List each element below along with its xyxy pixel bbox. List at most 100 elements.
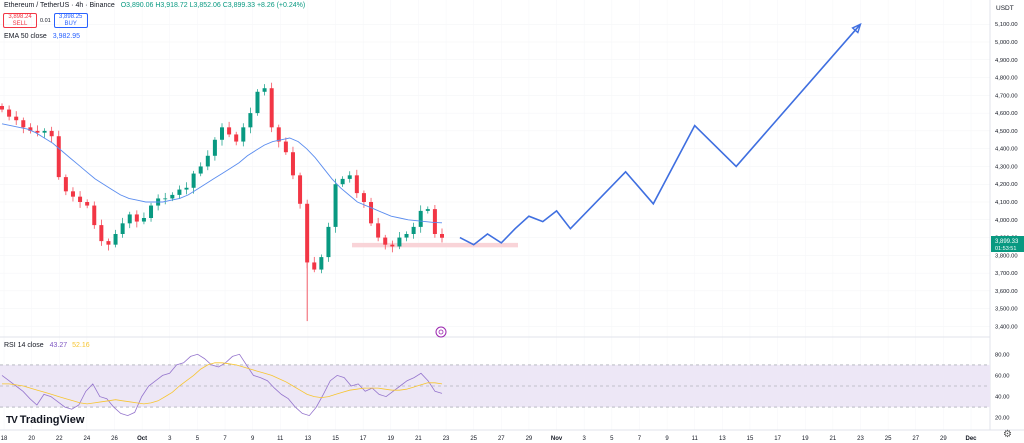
ema-legend-label: EMA 50 close <box>4 33 47 40</box>
candle-body <box>120 223 125 234</box>
candle-body <box>340 178 345 185</box>
candle-body <box>369 202 374 224</box>
rsi-legend-label: RSI 14 close <box>4 342 44 349</box>
candle-body <box>42 130 47 133</box>
price-tick-label: 4,400.00 <box>995 147 1018 153</box>
symbol-header: Ethereum / TetherUS · 4h · Binance O3,89… <box>4 2 305 9</box>
price-tick-label: 4,600.00 <box>995 111 1018 117</box>
candle-body <box>390 244 395 247</box>
candle-body <box>191 173 196 188</box>
time-tick-label: 27 <box>498 436 505 442</box>
rsi-ma-line <box>2 362 443 405</box>
time-tick-label: 19 <box>802 436 809 442</box>
time-tick-label: 21 <box>415 436 422 442</box>
candle-body <box>269 88 274 128</box>
candle-body <box>383 237 388 245</box>
rsi-tick-label: 20.00 <box>995 416 1010 422</box>
candle-body <box>283 141 288 153</box>
time-tick-label: 20 <box>28 436 35 442</box>
symbol-title[interactable]: Ethereum / TetherUS · 4h · Binance <box>4 2 115 9</box>
time-tick-label: 13 <box>719 436 726 442</box>
time-tick-label: 7 <box>223 436 227 442</box>
candle-body <box>411 226 416 234</box>
rsi-axis-labels: 80.00 60.00 40.00 20.00 <box>995 352 1010 421</box>
ema-legend-value: 3,982.95 <box>52 33 81 40</box>
time-tick-label: 27 <box>912 436 919 442</box>
candle-body <box>432 209 437 234</box>
candle-body <box>205 155 210 167</box>
sell-button[interactable]: 3,898.24 SELL <box>3 13 37 28</box>
price-tick-label: 4,700.00 <box>995 93 1018 99</box>
buy-price: 3,898.25 <box>59 14 83 20</box>
candle-body <box>333 184 338 227</box>
sell-price: 3,898.24 <box>8 14 32 20</box>
candle-body <box>319 257 324 270</box>
candle-body <box>177 189 182 195</box>
candle-body <box>70 191 75 197</box>
rsi-legend[interactable]: RSI 14 close 43.27 52.16 <box>4 342 90 349</box>
price-tick-label: 3,600.00 <box>995 289 1018 295</box>
candle-body <box>56 136 61 178</box>
time-tick-label: 17 <box>774 436 781 442</box>
currency-label[interactable]: USDT <box>996 5 1014 12</box>
time-tick-label: 7 <box>638 436 642 442</box>
gear-icon[interactable]: ⚙ <box>1003 429 1012 440</box>
tradingview-logo-text: TradingView <box>19 414 85 426</box>
candle-body <box>212 139 217 156</box>
candle-body <box>425 209 430 211</box>
time-tick-label: 23 <box>443 436 450 442</box>
candle-body <box>63 177 68 192</box>
buy-button[interactable]: 3,898.25 BUY <box>53 13 88 28</box>
price-tick-label: 4,200.00 <box>995 182 1018 188</box>
candle-body <box>198 166 203 174</box>
candle-body <box>326 226 331 258</box>
candle-body <box>404 234 409 238</box>
replay-icon[interactable] <box>435 326 447 338</box>
current-price-countdown: 01:53:51 <box>995 246 1016 252</box>
projection-path[interactable] <box>459 23 862 246</box>
candle-body <box>49 130 54 137</box>
time-tick-label: 25 <box>470 436 477 442</box>
time-tick-label: 9 <box>251 436 255 442</box>
support-zone[interactable] <box>352 242 518 248</box>
price-tick-label: 3,800.00 <box>995 253 1018 259</box>
candle-body <box>220 127 224 140</box>
sell-label: SELL <box>12 21 28 27</box>
time-tick-label: 13 <box>305 436 312 442</box>
price-tick-label: 5,100.00 <box>995 22 1018 28</box>
price-tick-label: 3,400.00 <box>995 324 1018 330</box>
tradingview-logo-mark: TV <box>6 414 18 426</box>
rsi-ma-legend-value: 52.16 <box>72 342 90 349</box>
time-tick-label: 5 <box>196 436 200 442</box>
candle-body <box>106 241 111 245</box>
time-tick-label: 21 <box>830 436 837 442</box>
ema-legend[interactable]: EMA 50 close 3,982.95 <box>4 33 80 40</box>
time-axis-labels: 18 20 22 24 26 Oct 3 5 7 9 11 13 15 17 19 21 23 25 27 29 Nov… <box>1 436 978 442</box>
candle-body <box>163 198 168 200</box>
candle-body <box>92 205 97 226</box>
price-tick-label: 4,300.00 <box>995 164 1018 170</box>
rsi-tick-label: 80.00 <box>995 352 1010 358</box>
candle-body <box>227 127 232 135</box>
current-price-value: 3,899.33 <box>995 239 1019 245</box>
candle-body <box>276 127 281 142</box>
candle-body <box>298 175 303 204</box>
candle-body <box>149 205 154 218</box>
price-tick-label: 3,500.00 <box>995 307 1018 313</box>
price-tick-label: 4,000.00 <box>995 218 1018 224</box>
price-tick-label: 3,700.00 <box>995 271 1018 277</box>
tradingview-logo[interactable]: TV TradingView <box>6 414 84 426</box>
candle-body <box>376 223 381 238</box>
candle-body <box>312 262 317 270</box>
candle-body <box>262 88 267 92</box>
rsi-tick-label: 40.00 <box>995 395 1010 401</box>
candle-body <box>35 130 40 133</box>
buy-label: BUY <box>64 21 77 27</box>
projection-arrowhead <box>851 22 862 34</box>
candle-body <box>28 127 33 131</box>
time-tick-label: 9 <box>665 436 669 442</box>
candle-body <box>7 109 12 117</box>
time-tick-label: 3 <box>583 436 587 442</box>
current-price-label: 3,899.33 01:53:51 <box>991 236 1024 252</box>
